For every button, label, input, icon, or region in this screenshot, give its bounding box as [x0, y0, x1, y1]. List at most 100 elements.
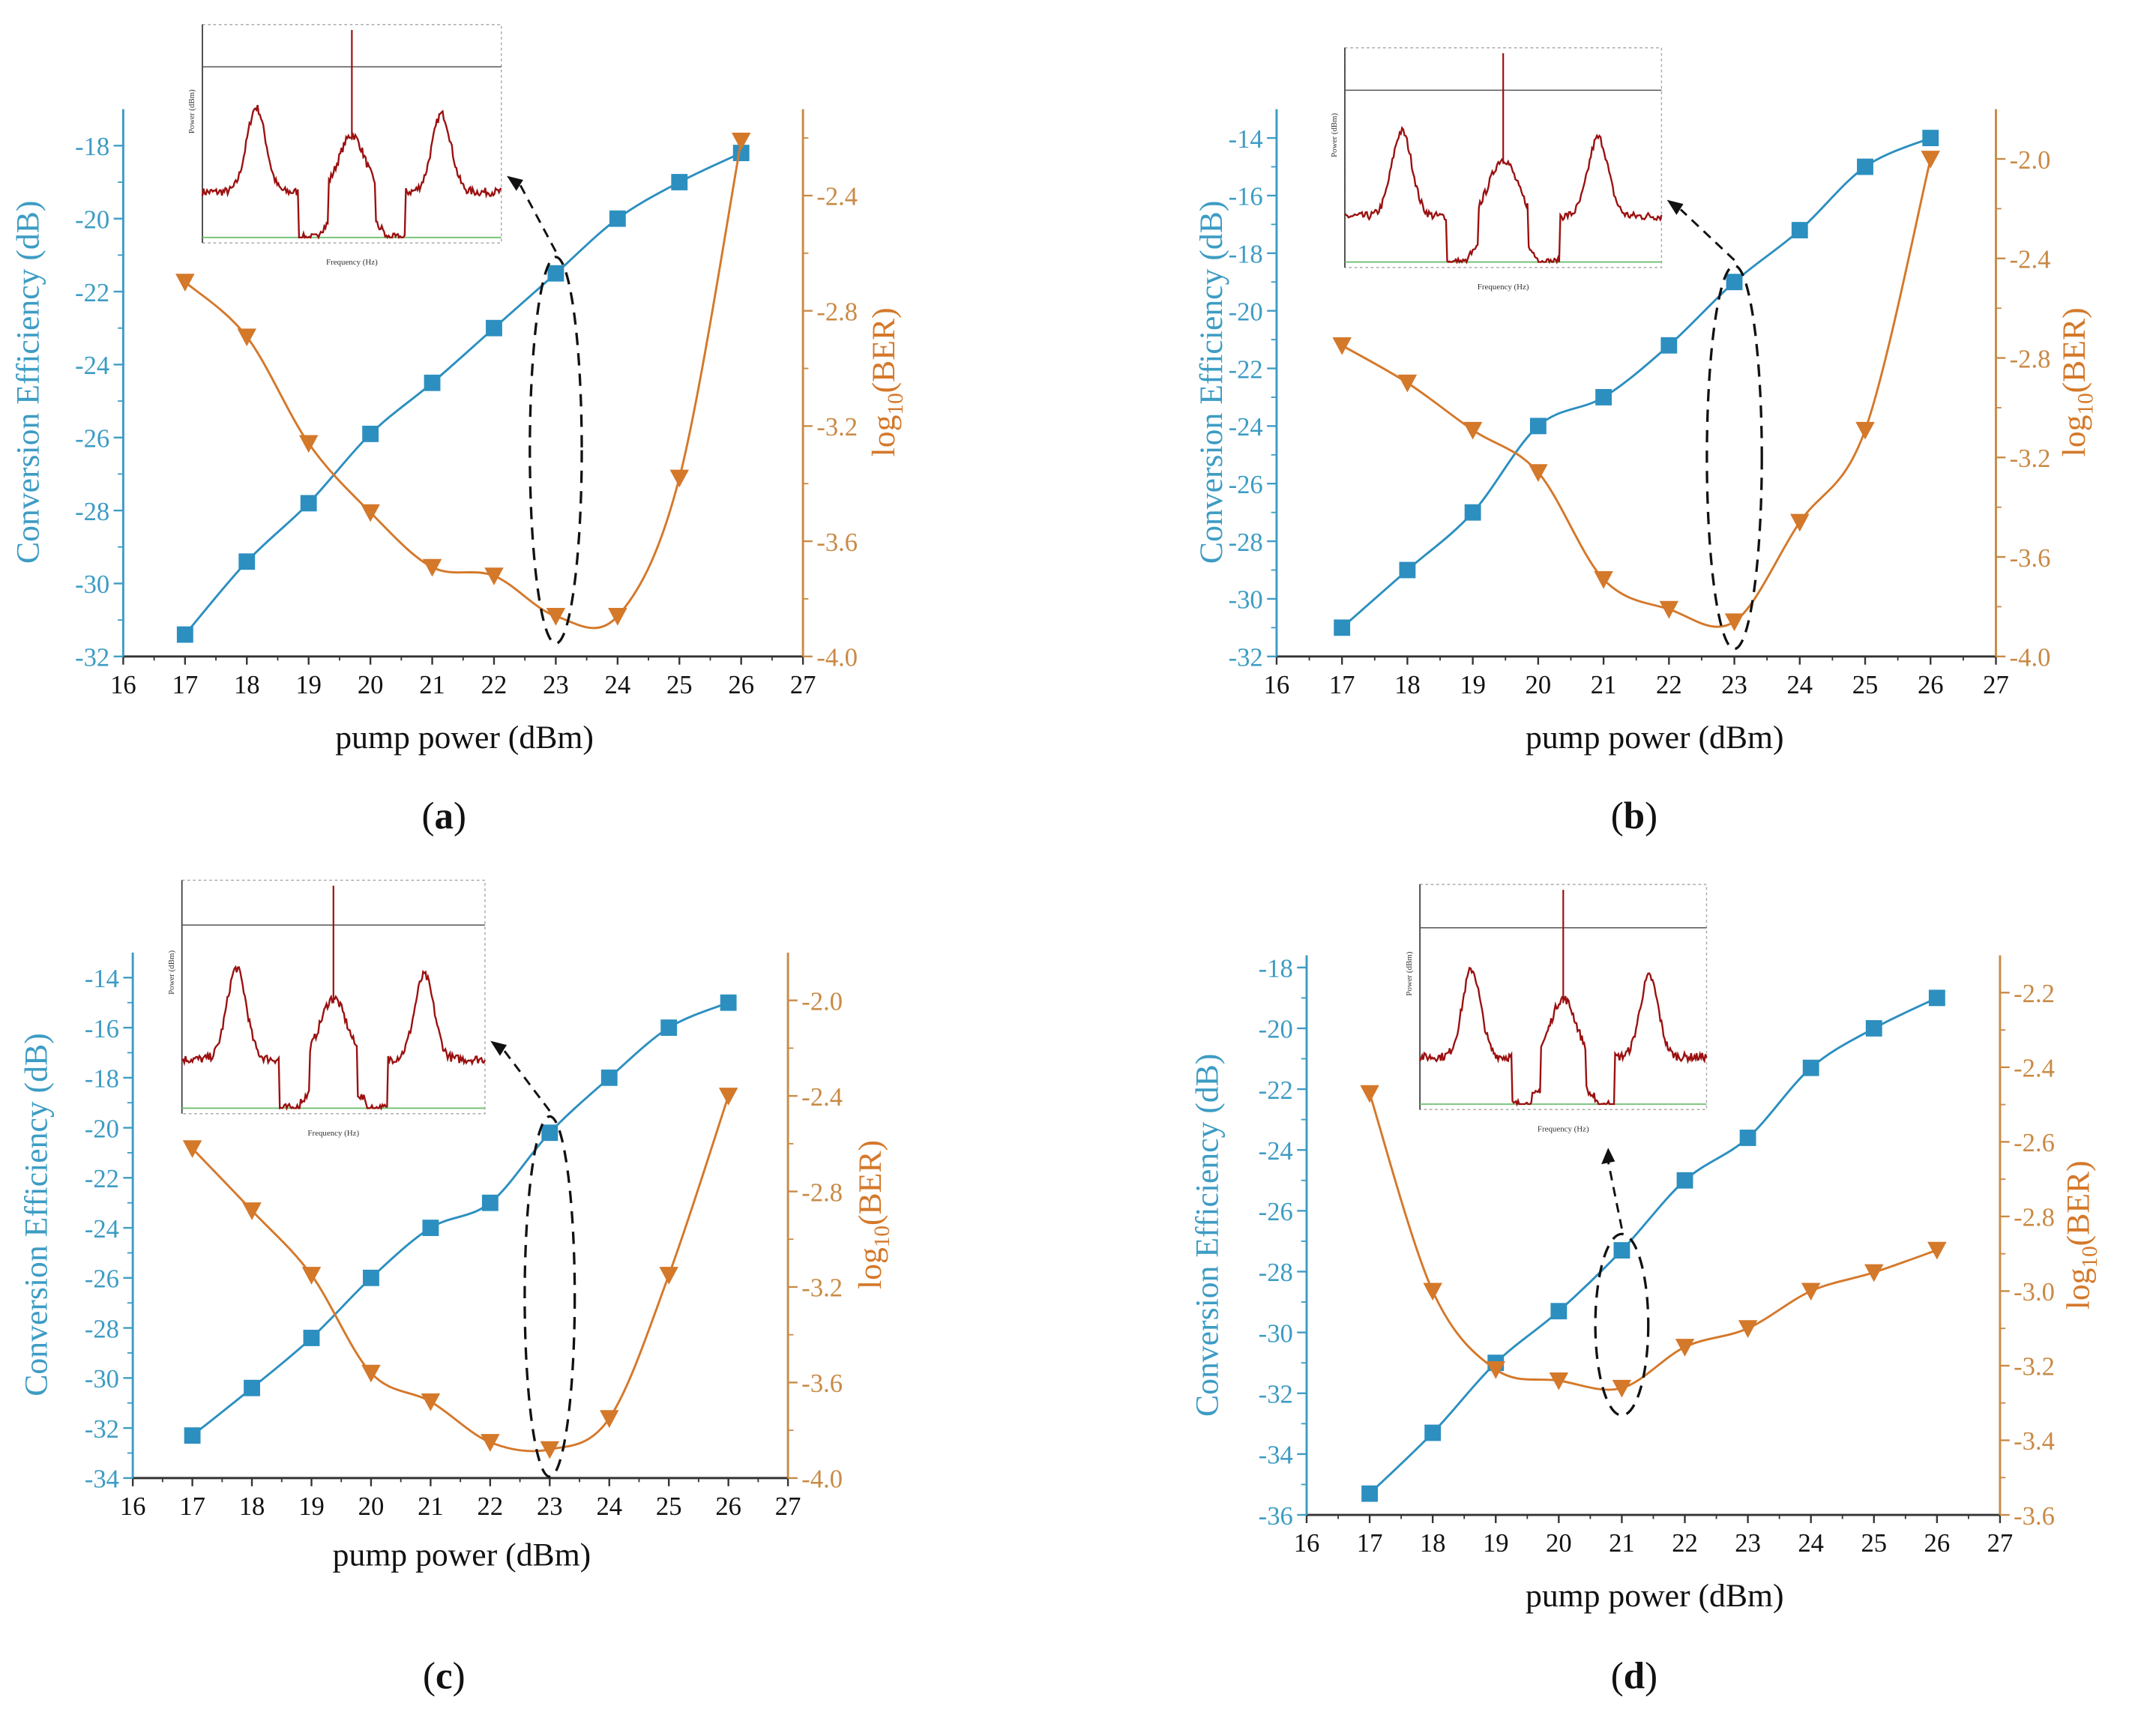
x-tick-label: 21	[418, 1492, 444, 1521]
ber-marker	[1864, 1264, 1884, 1283]
ber-marker	[546, 608, 566, 626]
ber-marker	[659, 1267, 678, 1285]
left-y-tick-label: -26	[85, 1265, 119, 1294]
pointer-arrow-head	[490, 1040, 508, 1056]
ber-marker	[608, 608, 627, 626]
ce-marker	[176, 626, 193, 643]
left-y-tick-label: -30	[1259, 1319, 1293, 1348]
left-y-axis-title: Conversion Efficiency (dB)	[18, 1033, 54, 1396]
ber-marker	[237, 328, 257, 346]
left-y-tick-label: -34	[85, 1465, 119, 1494]
left-y-tick-label: -20	[85, 1115, 119, 1143]
right-y-tick-label: -2.8	[816, 298, 858, 326]
ce-marker	[547, 265, 564, 282]
inset-y-title: Power (dBm)	[187, 89, 196, 133]
ber-line	[1368, 1093, 1938, 1391]
ce-marker	[481, 1194, 499, 1211]
left-y-tick-label: -36	[1259, 1502, 1293, 1531]
left-y-tick-label: -26	[1229, 471, 1263, 499]
left-y-tick-label: -18	[1229, 241, 1263, 269]
right-y-tick-label: -3.2	[801, 1274, 843, 1303]
left-y-tick-label: -24	[85, 1215, 119, 1244]
ce-marker	[486, 319, 502, 337]
y2-title-ber: (BER)	[2056, 307, 2092, 393]
left-y-tick-label: -22	[1259, 1076, 1293, 1105]
ber-marker	[481, 1434, 500, 1452]
panel-label-close: )	[453, 1655, 466, 1697]
x-tick-label: 17	[1329, 671, 1355, 699]
ce-marker	[1791, 222, 1808, 238]
inset-y-title: Power (dBm)	[1405, 951, 1414, 995]
left-y-tick-label: -32	[75, 644, 109, 672]
ber-marker	[1927, 1241, 1947, 1260]
x-tick-label: 23	[1721, 671, 1747, 699]
ce-marker	[671, 174, 688, 190]
inset-spectrum: Frequency (Hz) Power (dBm)	[1405, 884, 1708, 1133]
left-y-tick-label: -34	[1259, 1441, 1293, 1470]
x-tick-label: 19	[1483, 1529, 1509, 1558]
x-tick-label: 17	[172, 671, 199, 699]
highlight-ellipse	[529, 256, 583, 645]
ce-marker	[1922, 130, 1939, 147]
pointer-arrow-line	[503, 1049, 551, 1112]
x-tick-label: 18	[1420, 1529, 1446, 1558]
panel-label: (a)	[422, 795, 466, 837]
right-y-axis-title: log10(BER)	[866, 307, 908, 456]
ce-marker	[422, 1220, 439, 1236]
x-tick-label: 25	[1852, 671, 1879, 699]
x-axis-title: pump power (dBm)	[1526, 1578, 1784, 1614]
x-tick-label: 22	[478, 1492, 504, 1521]
x-tick-label: 23	[537, 1492, 563, 1521]
left-y-tick-label: -24	[1229, 413, 1263, 441]
inset-y-title: Power (dBm)	[1330, 112, 1339, 157]
ber-marker	[484, 567, 504, 585]
ber-marker	[1360, 1085, 1379, 1103]
left-y-tick-label: -24	[75, 352, 109, 380]
left-y-axis-title: Conversion Efficiency (dB)	[1193, 201, 1229, 564]
panel-label-open: (	[1611, 1655, 1624, 1697]
right-y-tick-label: -2.4	[801, 1083, 843, 1112]
pointer-arrow-line	[519, 184, 557, 253]
y2-title-subscript: 10	[2074, 393, 2098, 415]
x-tick-label: 25	[656, 1492, 682, 1521]
ce-marker	[1726, 274, 1743, 291]
ber-marker	[242, 1202, 262, 1220]
x-tick-label: 16	[120, 1492, 146, 1521]
ce-marker	[1865, 1019, 1882, 1037]
panel-a: 16 17 18 19 20 21 22 23 24 25 26 27 -32 -30 -28 -26 -24 -…	[10, 24, 908, 837]
ce-marker	[300, 495, 317, 512]
ce-marker	[1802, 1059, 1819, 1076]
ber-marker	[1423, 1283, 1442, 1301]
x-tick-label: 27	[1987, 1529, 2014, 1558]
x-tick-label: 24	[605, 671, 631, 699]
ce-marker	[244, 1379, 260, 1396]
pointer-arrow-head	[1601, 1148, 1615, 1165]
left-y-axis-title: Conversion Efficiency (dB)	[1190, 1054, 1226, 1417]
panel-c: 16 17 18 19 20 21 22 23 24 25 26 27 -34 -32 -30 -28 -26 -…	[18, 879, 894, 1697]
x-tick-label: 17	[179, 1492, 205, 1521]
x-tick-label: 27	[775, 1492, 801, 1521]
right-y-axis-title: log10(BER)	[2056, 307, 2098, 456]
ber-marker	[1549, 1372, 1569, 1390]
right-y-tick-label: -3.6	[2014, 1502, 2055, 1531]
ber-marker	[1738, 1320, 1758, 1338]
left-y-tick-label: -14	[1229, 125, 1263, 154]
left-y-tick-label: -24	[1259, 1137, 1293, 1166]
panel-label: (d)	[1611, 1655, 1657, 1697]
x-tick-label: 23	[1735, 1529, 1761, 1558]
ber-marker	[175, 274, 195, 292]
ber-marker	[1921, 151, 1940, 169]
inset-x-title: Frequency (Hz)	[1478, 283, 1529, 292]
ber-marker	[540, 1441, 560, 1459]
ce-marker	[1424, 1424, 1442, 1441]
x-tick-label: 18	[234, 671, 260, 699]
ber-marker	[1659, 600, 1679, 619]
ce-marker	[541, 1124, 558, 1142]
ce-marker	[720, 994, 737, 1011]
left-y-tick-label: -26	[1259, 1198, 1293, 1226]
panel-label-letter: b	[1624, 795, 1645, 837]
right-y-axis-title: log10(BER)	[2060, 1160, 2102, 1309]
ce-marker	[1857, 158, 1873, 175]
panel-label: (c)	[423, 1655, 466, 1697]
ce-marker	[362, 425, 379, 442]
